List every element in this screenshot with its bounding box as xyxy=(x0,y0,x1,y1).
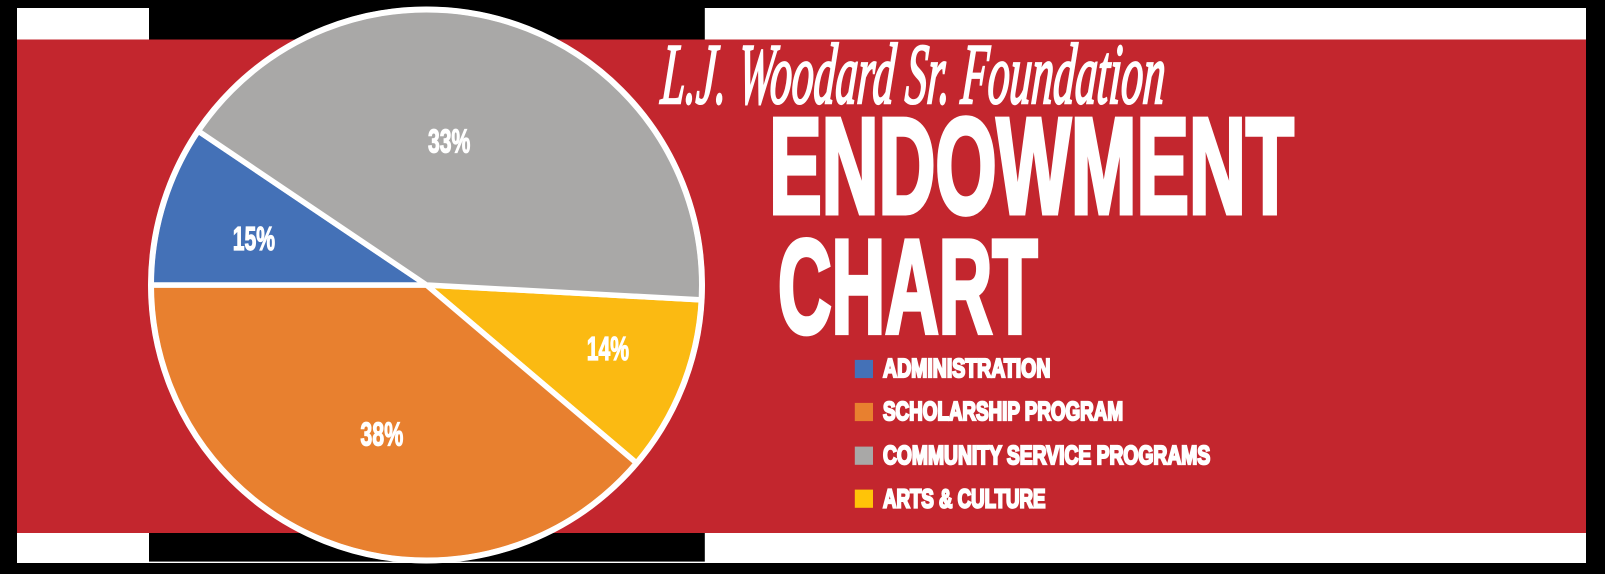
svg-text:38%: 38% xyxy=(360,416,403,454)
svg-text:14%: 14% xyxy=(587,330,629,368)
svg-text:L.J. Woodard Sr. Foundation: L.J. Woodard Sr. Foundation xyxy=(658,26,1169,122)
svg-text:SCHOLARSHIP PROGRAM: SCHOLARSHIP PROGRAM xyxy=(883,398,1123,426)
svg-text:ADMINISTRATION: ADMINISTRATION xyxy=(883,355,1050,383)
svg-text:ENDOWMENT: ENDOWMENT xyxy=(769,89,1294,242)
svg-text:33%: 33% xyxy=(428,123,470,161)
svg-text:COMMUNITY SERVICE PROGRAMS: COMMUNITY SERVICE PROGRAMS xyxy=(883,442,1210,470)
svg-text:ARTS & CULTURE: ARTS & CULTURE xyxy=(883,486,1045,514)
svg-text:CHART: CHART xyxy=(778,213,1038,362)
svg-text:15%: 15% xyxy=(233,220,275,258)
